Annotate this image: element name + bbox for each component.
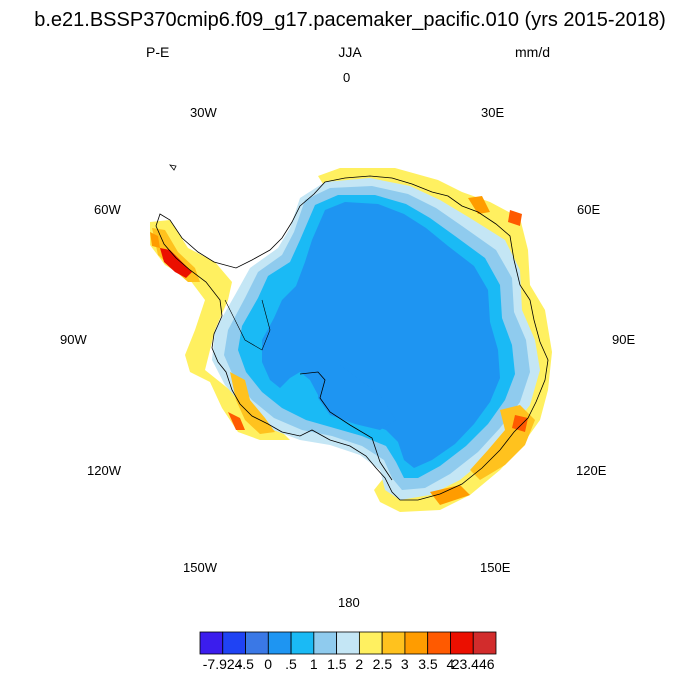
colorbar-swatch <box>245 631 269 655</box>
precip-field <box>150 168 552 512</box>
northeast-red <box>508 210 522 226</box>
variable-label: P-E <box>146 44 170 60</box>
colorbar-swatch <box>358 631 383 655</box>
ross-sector <box>318 365 396 430</box>
colorbar-label: 4 <box>446 656 455 672</box>
lon-label-30w: 30W <box>190 105 217 120</box>
coastline <box>155 175 549 501</box>
east-coast-orange-2 <box>430 485 470 505</box>
colorbar-swatch <box>222 631 246 655</box>
colorbar-swatch <box>199 631 224 655</box>
island-outline <box>169 164 177 171</box>
colorbar-swatch <box>472 631 497 655</box>
colorbar-label: 2 <box>355 656 364 672</box>
colorbar-label: 23.446 <box>451 656 495 672</box>
colorbar-label: -7.924 <box>202 656 243 672</box>
lon-label-30e: 30E <box>481 105 505 120</box>
colorbar-swatch <box>290 631 315 655</box>
lon-label-120e: 120E <box>576 463 607 478</box>
colorbar-swatch <box>313 631 338 655</box>
season-label: JJA <box>338 44 362 60</box>
west-coast-orange <box>230 372 275 434</box>
colorbar-swatch <box>427 631 451 655</box>
colorbar-swatch <box>450 631 474 655</box>
lon-label-90e: 90E <box>612 332 636 347</box>
lon-label-120w: 120W <box>87 463 121 478</box>
colorbar-label: 1.5 <box>327 656 347 672</box>
lon-label-150w: 150W <box>183 560 217 575</box>
colorbar-label: -.5 <box>237 656 254 672</box>
colorbar <box>199 631 497 655</box>
peninsula-max <box>160 248 192 278</box>
colorbar-swatch <box>267 631 292 655</box>
west-coast-red <box>228 412 245 430</box>
interior-field <box>262 202 500 468</box>
lon-label-60w: 60W <box>94 202 121 217</box>
lon-label-60e: 60E <box>577 202 601 217</box>
ice-shelf-line <box>299 371 393 481</box>
units-label: mm/d <box>515 44 550 60</box>
colorbar-label: 1 <box>309 656 318 672</box>
colorbar-label: 3.5 <box>418 656 438 672</box>
colorbar-swatch <box>381 631 406 655</box>
peninsula-orange <box>150 232 160 248</box>
lon-label-150e: 150E <box>480 560 511 575</box>
east-coast-red <box>512 415 528 432</box>
colorbar-label: 2.5 <box>372 656 393 672</box>
colorbar-swatch <box>404 631 429 655</box>
colorbar-label: 0 <box>264 656 273 672</box>
colorbar-swatch <box>336 631 360 655</box>
lon-label-180: 180 <box>338 595 360 610</box>
lon-label-90w: 90W <box>60 332 87 347</box>
colorbar-label: .5 <box>285 656 297 672</box>
lon-label-0: 0 <box>343 70 351 85</box>
plot-title: b.e21.BSSP370cmip6.f09_g17.pacemaker_pac… <box>34 9 666 31</box>
colorbar-label: 3 <box>400 656 409 672</box>
ice-shelf-line-2 <box>224 299 271 351</box>
northeast-hotspot <box>468 196 490 214</box>
